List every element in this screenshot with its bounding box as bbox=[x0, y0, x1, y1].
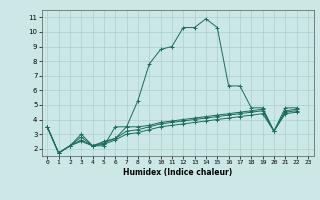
X-axis label: Humidex (Indice chaleur): Humidex (Indice chaleur) bbox=[123, 168, 232, 177]
